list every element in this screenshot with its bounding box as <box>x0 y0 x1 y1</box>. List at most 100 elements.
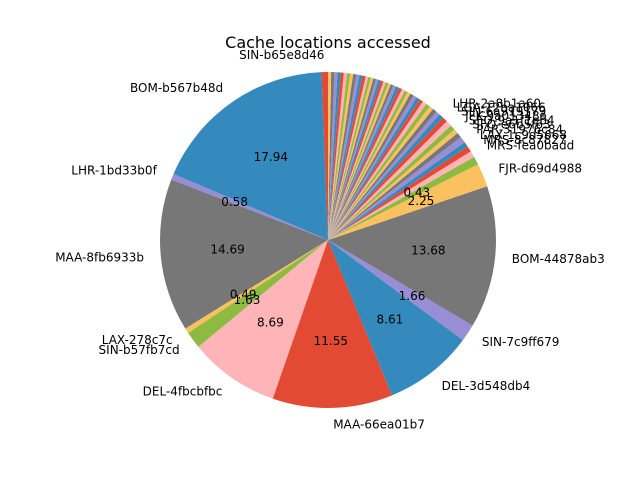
slice-percent-label: 13.68 <box>411 244 445 258</box>
pie-slice <box>328 72 338 241</box>
pie-slice <box>328 129 458 240</box>
pie-slice <box>185 240 328 334</box>
slice-percent-label: 11.55 <box>314 334 348 348</box>
pie-slice <box>328 79 381 241</box>
slice-label: LGA-12ba1066 <box>457 100 546 114</box>
slice-label: BOM-44878ab3 <box>512 252 605 266</box>
pie-slice <box>328 240 473 341</box>
pie-slice <box>328 78 376 240</box>
pie-slices <box>160 72 496 408</box>
pie-slice <box>328 97 420 240</box>
pie-slice <box>328 125 455 240</box>
slice-label: SIN-b65e8d46 <box>239 48 324 62</box>
pie-slice <box>328 156 478 240</box>
pie-slice <box>198 240 328 399</box>
slice-label: SIN-7c9ff679 <box>482 335 560 349</box>
slice-label: LAX-1c9d5668 <box>480 128 567 142</box>
slice-label: SIN-b57fb7cd <box>99 343 180 357</box>
pie-slice <box>328 77 374 240</box>
slice-label: MRS-8c87827 <box>483 133 566 147</box>
pie-slice <box>328 108 437 240</box>
pie-slice <box>173 72 328 240</box>
pie-slice <box>328 87 402 240</box>
slice-label: SFO-e6b5f63 <box>472 118 550 132</box>
slice-label: LHR-2a8b1a60 <box>453 97 541 111</box>
pie-slice <box>328 132 461 240</box>
pie-slice <box>328 103 430 240</box>
pie-slice <box>328 72 341 240</box>
pie-slice <box>328 85 397 240</box>
pie-slice <box>328 73 351 240</box>
pie-slice <box>328 164 488 240</box>
pie-slice <box>328 137 465 240</box>
pie-slice <box>272 240 393 408</box>
percent-labels: 17.94 0.58 14.69 0.491.63 8.69 11.55 8.61 1.66 1… <box>210 150 445 348</box>
pie-slice <box>328 75 366 240</box>
slice-label: JFK-9a01348a <box>464 109 547 123</box>
pie-slice <box>328 86 400 240</box>
pie-slice <box>328 151 474 240</box>
pie-slice <box>328 72 332 240</box>
pie-slice <box>328 240 463 396</box>
slice-percent-label: 17.94 <box>254 150 288 164</box>
slice-label: FJR-d69d4988 <box>498 162 582 176</box>
pie-slice <box>328 76 369 240</box>
pie-slice <box>328 111 440 240</box>
pie-slice <box>328 186 496 326</box>
slice-percent-label: 1.66 <box>399 289 426 303</box>
pie-slice <box>328 117 447 240</box>
pie-slice <box>328 121 451 240</box>
pie-slice <box>328 73 354 240</box>
slice-labels: SIN-b65e8d46 BOM-b567b48d LHR-1bd33b0f MAA-… <box>55 48 605 432</box>
slice-percent-label: 8.61 <box>377 313 404 327</box>
pie-slice <box>328 92 411 241</box>
pie-slice <box>328 80 384 240</box>
pie-slice <box>328 73 357 241</box>
pie-slice <box>328 95 417 241</box>
pie-slice <box>328 84 394 240</box>
pie-slice <box>328 74 363 240</box>
pie-slice <box>328 72 344 240</box>
pie-slice <box>328 72 335 241</box>
pie-slice <box>328 78 379 240</box>
slice-label: LAX-278c7c <box>102 333 173 347</box>
slice-percent-label: 0.58 <box>221 195 248 209</box>
slice-label: DEL-3d548db4 <box>442 379 531 393</box>
pie-slice <box>328 93 414 241</box>
slice-label: SFO-9a1f1eb4 <box>469 113 555 127</box>
slice-percent-label: 1.63 <box>234 293 261 307</box>
pie-slice <box>171 173 328 240</box>
slice-label: BOM-b567b48d <box>130 81 223 95</box>
pie-slice <box>328 101 427 241</box>
slice-label: MAA-66ea01b7 <box>333 418 425 432</box>
slice-percent-label: 14.69 <box>210 243 244 257</box>
pie-slice <box>328 106 434 240</box>
pie-slice <box>188 240 328 347</box>
slice-percent-label: 2.25 <box>408 194 435 208</box>
slice-label: MAA-8fb6933b <box>55 250 144 264</box>
pie-slice <box>328 99 423 241</box>
slice-percent-label: 0.49 <box>230 288 257 302</box>
pie-slice <box>328 83 391 240</box>
slice-percent-label: 8.69 <box>257 316 284 330</box>
pie-slice <box>328 82 389 240</box>
pie-slice <box>328 146 471 240</box>
pie-slice <box>160 179 328 329</box>
slice-label: LHR-1bd33b0f <box>71 164 157 178</box>
pie-slice <box>328 76 371 240</box>
pie-slice <box>328 90 408 240</box>
slice-label: SIN-6a919179 <box>461 105 546 119</box>
chart-title: Cache locations accessed <box>225 33 431 52</box>
slice-label: MRS-fea0badd <box>487 139 574 153</box>
slice-label: PAR-31976c84 <box>476 123 563 137</box>
pie-slice <box>328 74 360 240</box>
slice-label: DEL-4fbcbfbc <box>143 385 223 399</box>
pie-slice <box>328 114 444 240</box>
pie-slice <box>321 72 328 240</box>
pie-slice <box>328 81 386 240</box>
pie-slice <box>328 72 347 240</box>
slice-percent-label: 0.43 <box>403 185 430 199</box>
pie-slice <box>328 142 468 240</box>
